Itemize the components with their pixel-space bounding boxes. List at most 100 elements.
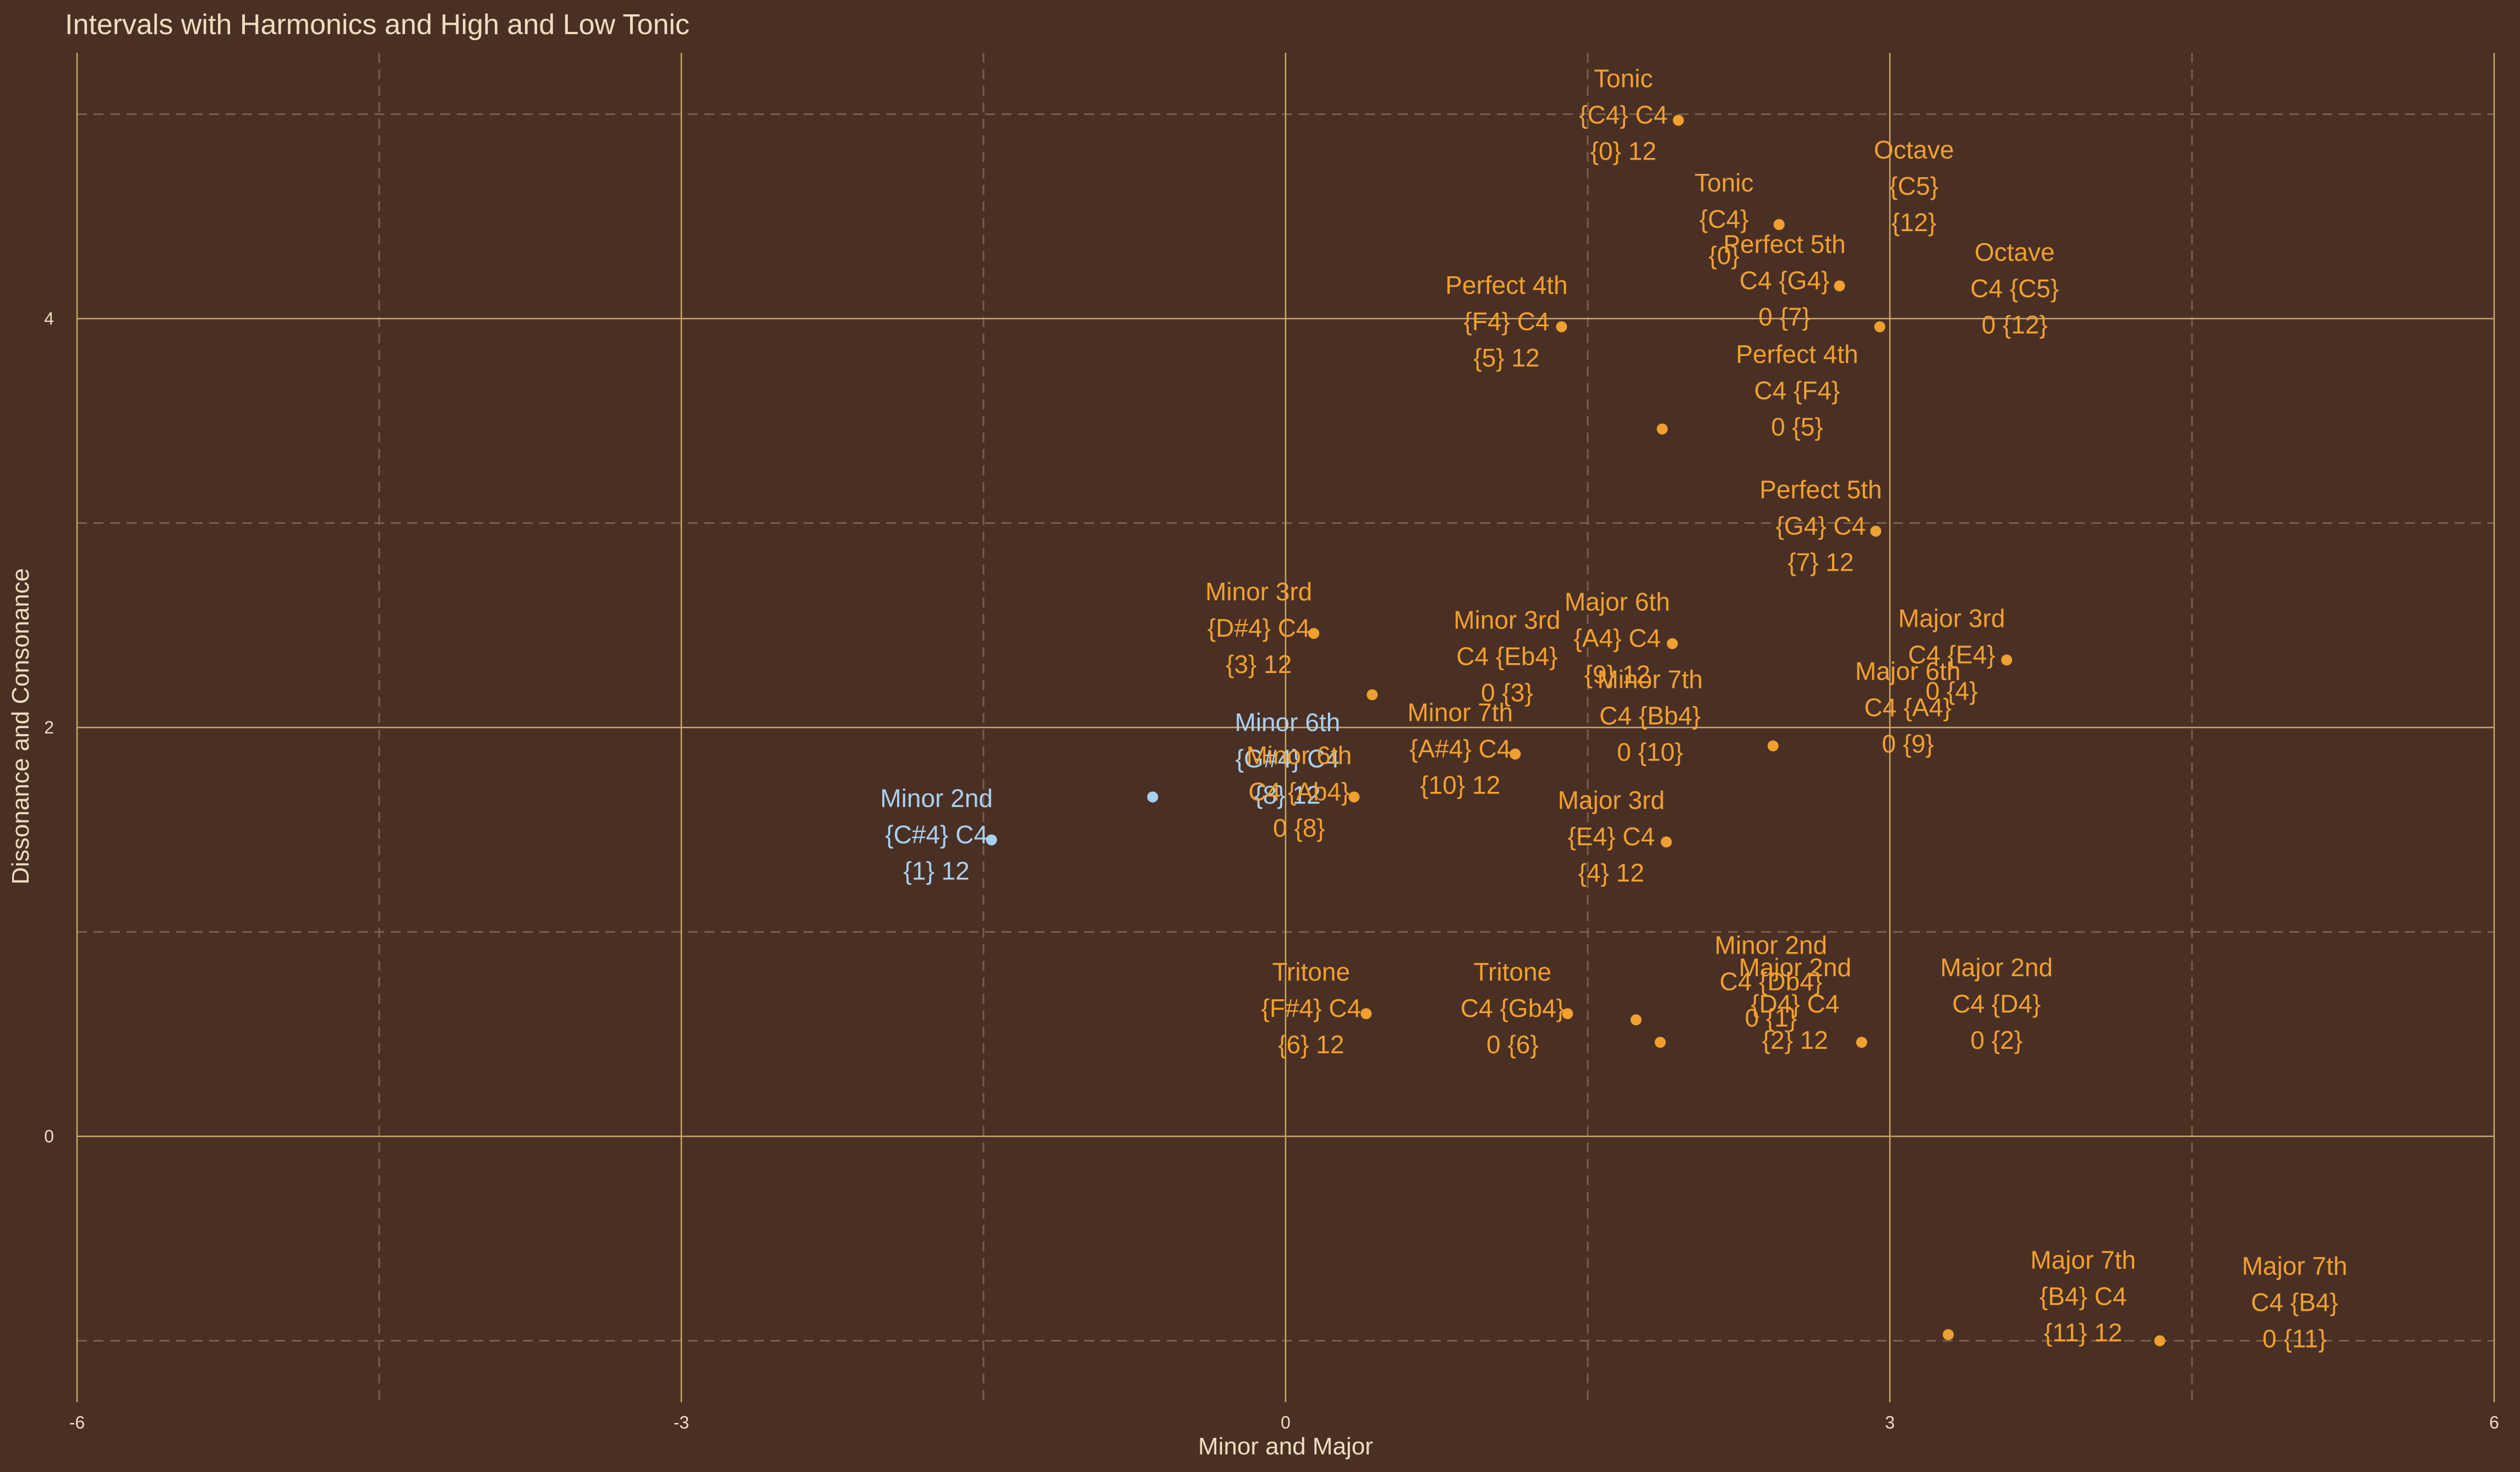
data-point bbox=[1870, 526, 1882, 537]
point-label: Major 6th bbox=[1855, 656, 1961, 685]
point-label: 0 {8} bbox=[1273, 813, 1325, 842]
point-label: Minor 6th bbox=[1235, 708, 1341, 736]
x-tick-label: -3 bbox=[674, 1413, 689, 1432]
point-label: Minor 3rd bbox=[1205, 577, 1312, 606]
point-label: Major 7th bbox=[2242, 1252, 2348, 1281]
x-tick-label: 0 bbox=[1281, 1413, 1291, 1432]
y-tick-label: 0 bbox=[44, 1126, 54, 1146]
point-label: C4 {D4} bbox=[1952, 989, 2041, 1018]
point-label: Major 2nd bbox=[1940, 953, 2053, 982]
point-label: 0 {7} bbox=[1758, 303, 1811, 331]
data-point bbox=[1767, 740, 1779, 752]
point-label: 0 {1} bbox=[1745, 1003, 1797, 1032]
data-point bbox=[1308, 628, 1320, 639]
point-label: 0 {11} bbox=[2262, 1325, 2327, 1353]
point-label: Perfect 5th bbox=[1759, 475, 1882, 504]
point-label: Perfect 4th bbox=[1736, 340, 1858, 369]
point-label: {G4} C4 bbox=[1776, 511, 1866, 540]
point-label: {A4} C4 bbox=[1573, 624, 1661, 653]
point-label: C4 {Ab4} bbox=[1248, 777, 1349, 806]
data-points: Tonic {C4} C4 {0} 12 Tonic {C4} {0} Octave {C5}… bbox=[880, 64, 2347, 1353]
data-point bbox=[1666, 638, 1678, 649]
point-label: {7} 12 bbox=[1787, 548, 1854, 576]
point-label: C4 {Gb4} bbox=[1461, 994, 1565, 1022]
point-label: C4 {Db4} bbox=[1719, 967, 1822, 995]
point-label: Octave bbox=[1975, 238, 2055, 266]
x-tick-label: -6 bbox=[69, 1413, 85, 1432]
point-label: {0} bbox=[1709, 241, 1740, 270]
point-label: 0 {9} bbox=[1882, 729, 1934, 758]
point-label: {8} 12 bbox=[1254, 780, 1320, 809]
data-point bbox=[1147, 791, 1158, 803]
data-point bbox=[1874, 321, 1885, 332]
point-label: 0 {12} bbox=[1982, 310, 2048, 339]
point-label: C4 {B4} bbox=[2251, 1288, 2338, 1317]
point-label: {5} 12 bbox=[1473, 343, 1539, 372]
data-point bbox=[1366, 689, 1378, 701]
point-label: {11} 12 bbox=[2044, 1318, 2122, 1347]
point-label: C4 {C5} bbox=[1970, 274, 2059, 303]
point-label: {D4} C4 bbox=[1751, 989, 1839, 1018]
y-tick-label: 2 bbox=[44, 718, 54, 737]
point-label: Tonic bbox=[1594, 64, 1653, 93]
point-label: {2} 12 bbox=[1762, 1026, 1828, 1054]
point-label: Minor 2nd bbox=[1715, 931, 1828, 959]
point-label: Tritone bbox=[1474, 957, 1551, 986]
point-label: C4 {E4} bbox=[1908, 640, 1996, 669]
data-point bbox=[986, 834, 997, 846]
data-point bbox=[1360, 1008, 1372, 1020]
point-label: {1} 12 bbox=[904, 856, 970, 885]
point-label: {F#4} C4 bbox=[1261, 994, 1362, 1022]
data-point bbox=[1630, 1014, 1642, 1026]
data-point bbox=[2154, 1335, 2166, 1347]
axis-ticks: -6 -3 0 3 6 0 2 4 bbox=[44, 309, 2499, 1432]
y-tick-label: 4 bbox=[44, 309, 54, 329]
grid-lines bbox=[76, 53, 2495, 1402]
point-label: 0 {2} bbox=[1970, 1026, 2022, 1054]
point-label: {9} 12 bbox=[1584, 660, 1650, 689]
point-label: Major 3rd bbox=[1898, 604, 2005, 632]
data-point bbox=[1856, 1037, 1867, 1048]
point-label: Perfect 4th bbox=[1445, 271, 1567, 299]
point-label: Minor 7th bbox=[1597, 665, 1703, 693]
point-label: {3} 12 bbox=[1226, 650, 1292, 678]
data-point bbox=[2001, 654, 2013, 666]
x-axis-title: Minor and Major bbox=[1198, 1433, 1373, 1460]
point-label: Perfect 5th bbox=[1723, 230, 1845, 259]
x-tick-label: 6 bbox=[2489, 1413, 2499, 1432]
point-label: {E4} C4 bbox=[1567, 822, 1655, 851]
data-point bbox=[1657, 423, 1668, 435]
point-label: {10} 12 bbox=[1420, 770, 1500, 799]
data-point bbox=[1654, 1037, 1666, 1048]
point-label: C4 {G4} bbox=[1740, 266, 1830, 295]
point-label: {0} 12 bbox=[1590, 137, 1657, 166]
point-label: {C4} C4 bbox=[1579, 101, 1668, 129]
point-label: 0 {10} bbox=[1617, 737, 1683, 766]
point-label: C4 {Eb4} bbox=[1456, 642, 1557, 671]
point-label: Major 7th bbox=[2030, 1245, 2136, 1274]
point-label: Minor 2nd bbox=[880, 784, 993, 812]
point-label: 0 {3} bbox=[1481, 678, 1533, 707]
point-label: {6} 12 bbox=[1278, 1030, 1344, 1059]
x-tick-label: 3 bbox=[1885, 1413, 1895, 1432]
point-label: Major 3rd bbox=[1558, 786, 1665, 814]
data-point bbox=[1510, 748, 1521, 760]
point-label: Major 2nd bbox=[1739, 953, 1851, 982]
point-label: Octave bbox=[1874, 135, 1954, 164]
point-label: {12} bbox=[1892, 208, 1937, 237]
point-label: 0 {6} bbox=[1486, 1030, 1539, 1059]
point-label: {C5} bbox=[1889, 172, 1939, 200]
point-label: {B4} C4 bbox=[2040, 1282, 2127, 1310]
point-label: {G#4} C4 bbox=[1236, 744, 1340, 773]
point-label: {C#4} C4 bbox=[885, 820, 988, 849]
data-point bbox=[1773, 219, 1785, 231]
point-label: Tritone bbox=[1272, 957, 1350, 986]
point-label: C4 {F4} bbox=[1754, 376, 1840, 405]
data-point bbox=[1660, 836, 1672, 848]
y-axis-title: Dissonance and Consonance bbox=[7, 568, 34, 885]
chart-title: Intervals with Harmonics and High and Lo… bbox=[65, 9, 690, 41]
point-label: Minor 3rd bbox=[1453, 606, 1560, 634]
point-label: {A#4} C4 bbox=[1409, 734, 1511, 763]
